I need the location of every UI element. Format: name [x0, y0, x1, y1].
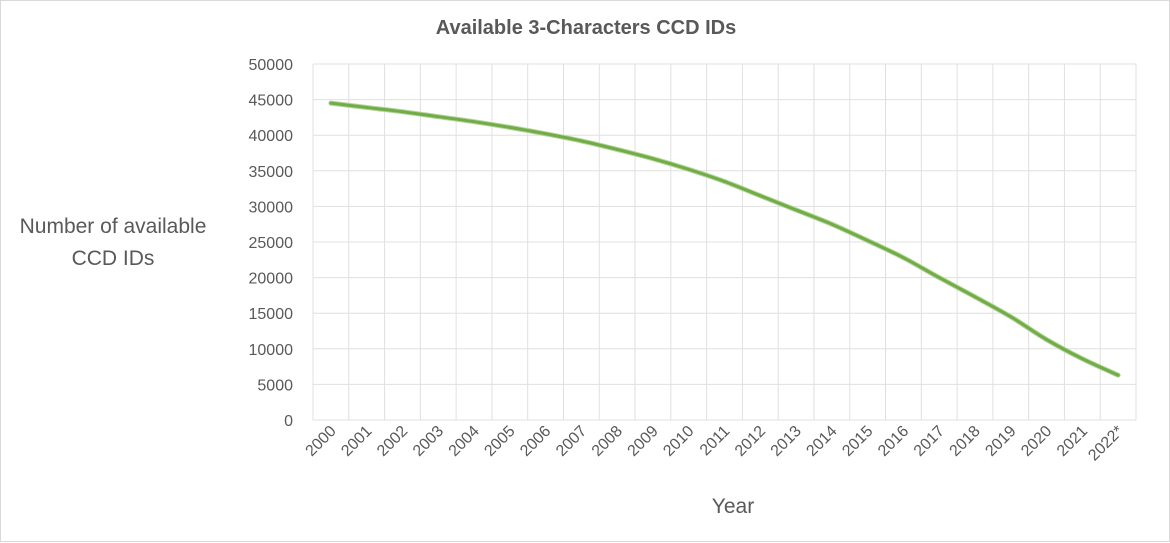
x-tick-label: 2002 — [374, 423, 411, 460]
y-tick-label: 10000 — [249, 342, 294, 359]
x-tick-label: 2012 — [732, 423, 769, 460]
y-axis-label: Number of available CCD IDs — [7, 211, 219, 275]
x-tick-label: 2007 — [553, 423, 590, 460]
x-tick-label: 2003 — [410, 423, 447, 460]
y-tick-label: 0 — [284, 413, 293, 430]
series-layer — [328, 100, 1121, 378]
x-axis-label: Year — [711, 495, 755, 518]
data-point — [1116, 373, 1120, 377]
y-tick-label: 25000 — [249, 235, 294, 252]
y-axis-label-line-1: Number of available — [19, 215, 207, 238]
y-tick-label: 5000 — [257, 377, 293, 394]
data-point — [508, 125, 512, 129]
y-tick-label: 35000 — [249, 164, 294, 181]
x-tick-label: 2019 — [982, 423, 1019, 460]
data-point — [866, 239, 870, 243]
y-axis-label-line-2: CCD IDs — [71, 247, 155, 270]
data-point — [687, 167, 691, 171]
x-tick-label: 2016 — [875, 423, 912, 460]
data-point — [937, 276, 941, 280]
data-point — [651, 157, 655, 161]
x-tick-label: 2017 — [911, 423, 948, 460]
x-tick-label: 2013 — [768, 423, 805, 460]
series-line-halo — [328, 100, 1121, 378]
x-tick-label: 2004 — [446, 423, 483, 460]
data-point — [544, 132, 548, 136]
y-tick-label: 40000 — [249, 128, 294, 145]
chart-title: Available 3-Characters CCD IDs — [435, 17, 737, 39]
x-tick-labels: 2000200120022003200420052006200720082009… — [303, 423, 1127, 465]
y-tick-label: 15000 — [249, 306, 294, 323]
data-point — [1080, 357, 1084, 361]
data-point — [723, 179, 726, 183]
data-point — [1045, 338, 1049, 342]
x-tick-label: 2021 — [1054, 423, 1091, 460]
x-tick-label: 2009 — [625, 423, 662, 460]
data-point — [436, 115, 440, 119]
y-tick-labels: 0 5000 10000 15000 20000 25000 30000 35000 40000… — [249, 57, 294, 430]
data-point — [830, 222, 834, 226]
y-tick-label: 20000 — [249, 271, 294, 288]
x-tick-label: 2020 — [1018, 423, 1055, 460]
y-tick-label: 45000 — [249, 93, 294, 110]
data-point — [579, 139, 583, 143]
data-point — [472, 120, 476, 124]
x-tick-label: 2001 — [338, 423, 375, 460]
data-point — [901, 256, 905, 260]
x-tick-label: 2006 — [517, 423, 554, 460]
x-tick-label: 2005 — [481, 423, 518, 460]
x-tick-label: 2015 — [839, 423, 876, 460]
data-point — [365, 105, 369, 109]
y-tick-label: 30000 — [249, 199, 294, 216]
x-tick-label: 2014 — [803, 423, 840, 460]
data-point — [400, 110, 404, 114]
data-point — [973, 295, 977, 299]
series-line — [329, 101, 1120, 377]
y-tick-label: 50000 — [249, 57, 294, 74]
data-point — [1009, 315, 1013, 319]
data-point — [794, 208, 798, 212]
data-point — [758, 194, 762, 198]
x-tick-label: 2010 — [660, 423, 697, 460]
x-tick-label: 2018 — [947, 423, 984, 460]
x-tick-label: 2000 — [303, 423, 340, 460]
data-point — [615, 147, 619, 151]
x-tick-label: 2011 — [697, 423, 733, 459]
x-tick-label: 2022* — [1085, 423, 1127, 465]
data-point — [329, 101, 333, 105]
x-tick-label: 2008 — [589, 423, 626, 460]
